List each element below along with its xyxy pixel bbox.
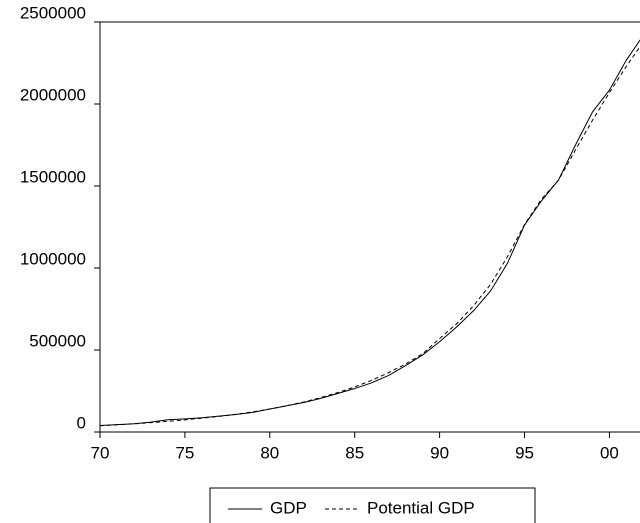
legend-label: GDP <box>270 498 307 517</box>
x-tick-label: 75 <box>175 443 194 462</box>
x-tick-label: 95 <box>515 443 534 462</box>
x-tick-label: 80 <box>260 443 279 462</box>
legend-label: Potential GDP <box>367 498 475 517</box>
y-tick-label: 0 <box>77 413 86 432</box>
x-tick-label: 00 <box>600 443 619 462</box>
legend <box>209 487 536 523</box>
y-tick-label: 1000000 <box>20 249 86 268</box>
plot-area <box>100 39 640 427</box>
series-line <box>100 45 640 427</box>
y-tick-label: 2000000 <box>20 85 86 104</box>
y-tick-label: 1500000 <box>20 167 86 186</box>
x-tick-label: 90 <box>430 443 449 462</box>
y-tick-label: 500000 <box>29 331 86 350</box>
x-tick-label: 70 <box>91 443 110 462</box>
x-tick-label: 85 <box>345 443 364 462</box>
y-tick-label: 2500000 <box>20 3 86 22</box>
series-line <box>100 39 640 426</box>
